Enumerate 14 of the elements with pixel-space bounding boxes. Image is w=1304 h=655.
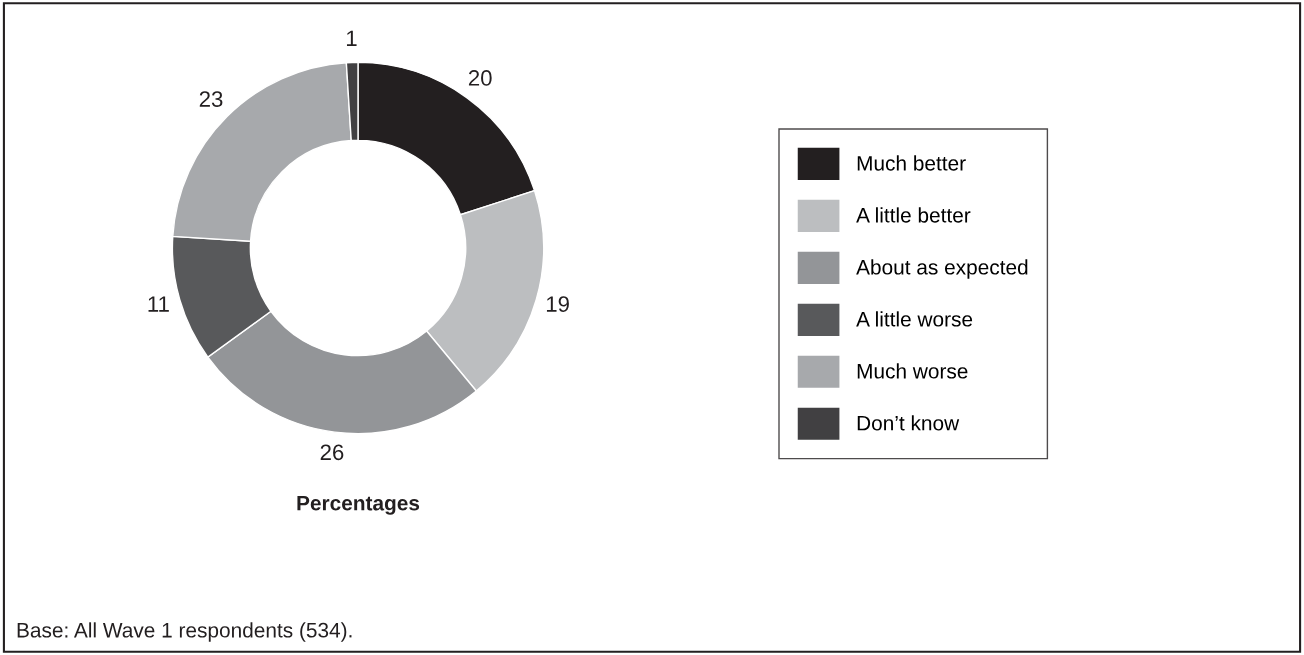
- legend-label: A little worse: [856, 311, 973, 327]
- legend-label: Much better: [857, 155, 966, 171]
- data-label: 20: [468, 70, 492, 86]
- legend-label: Much worse: [857, 363, 968, 379]
- data-label: 11: [148, 296, 169, 312]
- text: Percentages: [297, 495, 420, 515]
- text: Base: All Wave 1 respondents (534).: [17, 622, 352, 642]
- legend-label: About as expected: [856, 259, 1028, 279]
- legend-label: A little better: [856, 207, 971, 223]
- legend-label: Don’t know: [857, 415, 960, 431]
- data-label: 19: [546, 296, 569, 312]
- data-label: 26: [320, 444, 344, 461]
- data-label: 23: [199, 91, 223, 107]
- data-label: 1: [346, 30, 357, 46]
